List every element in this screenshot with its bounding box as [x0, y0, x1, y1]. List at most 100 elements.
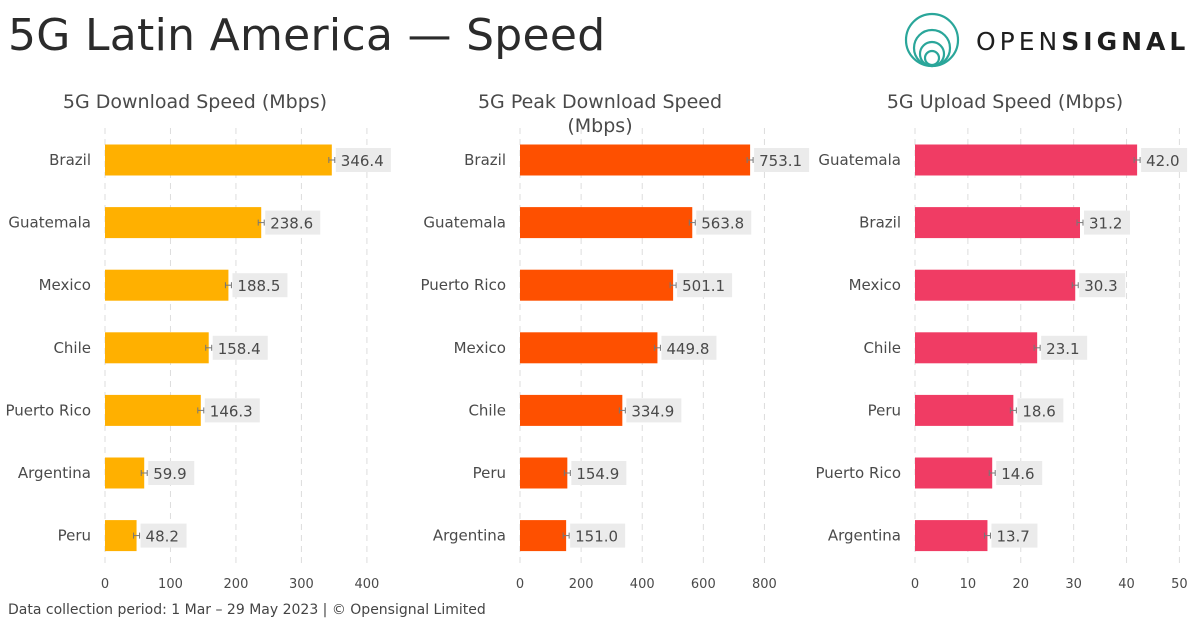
category-label: Chile [53, 339, 91, 357]
chart-title: 5G Peak Download Speed [478, 91, 722, 113]
value-label-bg [1084, 210, 1130, 235]
bar [105, 144, 332, 176]
value-label: 449.8 [666, 340, 709, 358]
x-tick-label: 0 [911, 577, 919, 592]
value-label-bg [677, 273, 733, 298]
chart-panel-2: 5G Peak Download Speed(Mbps) Brazil 753.1 G… [420, 91, 810, 592]
x-tick-label: 400 [630, 577, 655, 592]
page-title: 5G Latin America — Speed [8, 10, 606, 61]
bar [520, 394, 623, 426]
value-label: 753.1 [759, 152, 802, 170]
value-label: 334.9 [631, 402, 674, 420]
category-label: Argentina [18, 464, 91, 482]
value-label: 188.5 [237, 277, 280, 295]
bar [105, 520, 137, 552]
x-tick-label: 30 [1065, 577, 1082, 592]
value-label-bg [754, 148, 810, 172]
value-label: 13.7 [996, 528, 1029, 546]
value-label: 42.0 [1146, 152, 1179, 170]
opensignal-logo-icon [904, 12, 960, 68]
bar [520, 457, 568, 489]
x-tick-label: 200 [224, 577, 249, 592]
value-label-bg [571, 461, 627, 485]
category-label: Brazil [464, 151, 506, 169]
value-label: 48.2 [146, 528, 179, 546]
bar [915, 269, 1076, 301]
category-label: Guatemala [423, 214, 506, 232]
category-label: Mexico [39, 276, 91, 294]
x-tick-label: 40 [1118, 577, 1135, 592]
value-label-bg [140, 523, 187, 548]
value-label-bg [204, 398, 260, 423]
value-label: 151.0 [575, 528, 618, 546]
category-label: Guatemala [818, 151, 901, 169]
category-label: Argentina [433, 527, 506, 545]
category-label: Brazil [49, 151, 91, 169]
chart-title: 5G Upload Speed (Mbps) [887, 91, 1123, 113]
bar [520, 520, 567, 552]
bar [520, 207, 693, 239]
chart-title: (Mbps) [567, 115, 632, 137]
bar [915, 520, 988, 552]
logo-word-signal: SIGNAL [1061, 27, 1190, 56]
x-tick-label: 0 [101, 577, 109, 592]
value-label-bg [1017, 398, 1064, 423]
category-label: Mexico [454, 339, 506, 357]
footer-note: Data collection period: 1 Mar – 29 May 2… [8, 602, 486, 618]
category-label: Puerto Rico [5, 401, 91, 419]
value-label-bg [1141, 148, 1188, 172]
value-label: 501.1 [682, 277, 725, 295]
x-tick-label: 200 [569, 577, 594, 592]
bar [915, 457, 993, 489]
chart-panel-1: 5G Download Speed (Mbps) Brazil 346.4 Guate… [5, 91, 391, 592]
x-tick-label: 10 [960, 577, 977, 592]
bar [105, 332, 209, 364]
value-label-bg [232, 273, 288, 298]
value-label-bg [661, 335, 717, 360]
bar [915, 144, 1138, 176]
bar [105, 269, 229, 301]
value-label-bg [265, 210, 321, 235]
value-label: 146.3 [210, 402, 253, 420]
bar [520, 144, 751, 176]
chart-panel-3: 5G Upload Speed (Mbps) Guatemala 42.0 Brazi… [815, 91, 1187, 592]
category-label: Puerto Rico [815, 464, 901, 482]
logo-word-open: OPEN [976, 27, 1062, 56]
value-label-bg [626, 398, 682, 423]
value-label-bg [1041, 335, 1088, 360]
value-label-bg [996, 461, 1043, 485]
category-label: Peru [473, 464, 506, 482]
category-label: Puerto Rico [420, 276, 506, 294]
category-label: Mexico [849, 276, 901, 294]
value-label: 23.1 [1046, 340, 1079, 358]
logo-wordmark: OPENSIGNAL [976, 27, 1189, 56]
bar [105, 207, 262, 239]
opensignal-logo: OPENSIGNAL [904, 12, 1194, 68]
category-label: Chile [863, 339, 901, 357]
category-label: Peru [58, 527, 91, 545]
chart-title: 5G Download Speed (Mbps) [63, 91, 327, 113]
x-tick-label: 300 [289, 577, 314, 592]
value-label-bg [148, 461, 195, 485]
category-label: Argentina [828, 527, 901, 545]
value-label: 238.6 [270, 215, 313, 233]
value-label-bg [1079, 273, 1126, 298]
value-label: 31.2 [1089, 215, 1122, 233]
x-tick-label: 0 [516, 577, 524, 592]
value-label-bg [991, 523, 1038, 548]
value-label-bg [335, 148, 391, 172]
value-label: 59.9 [153, 465, 186, 483]
chart-area: 5G Download Speed (Mbps) Brazil 346.4 Guate… [5, 91, 1187, 592]
value-label: 154.9 [576, 465, 619, 483]
bar [915, 394, 1014, 426]
x-tick-label: 100 [158, 577, 183, 592]
bar [520, 332, 658, 364]
value-label: 18.6 [1022, 402, 1055, 420]
category-label: Guatemala [8, 214, 91, 232]
value-label: 158.4 [218, 340, 261, 358]
x-tick-label: 800 [752, 577, 777, 592]
category-label: Chile [468, 401, 506, 419]
x-tick-label: 600 [691, 577, 716, 592]
x-tick-label: 50 [1171, 577, 1188, 592]
bar [520, 269, 674, 301]
